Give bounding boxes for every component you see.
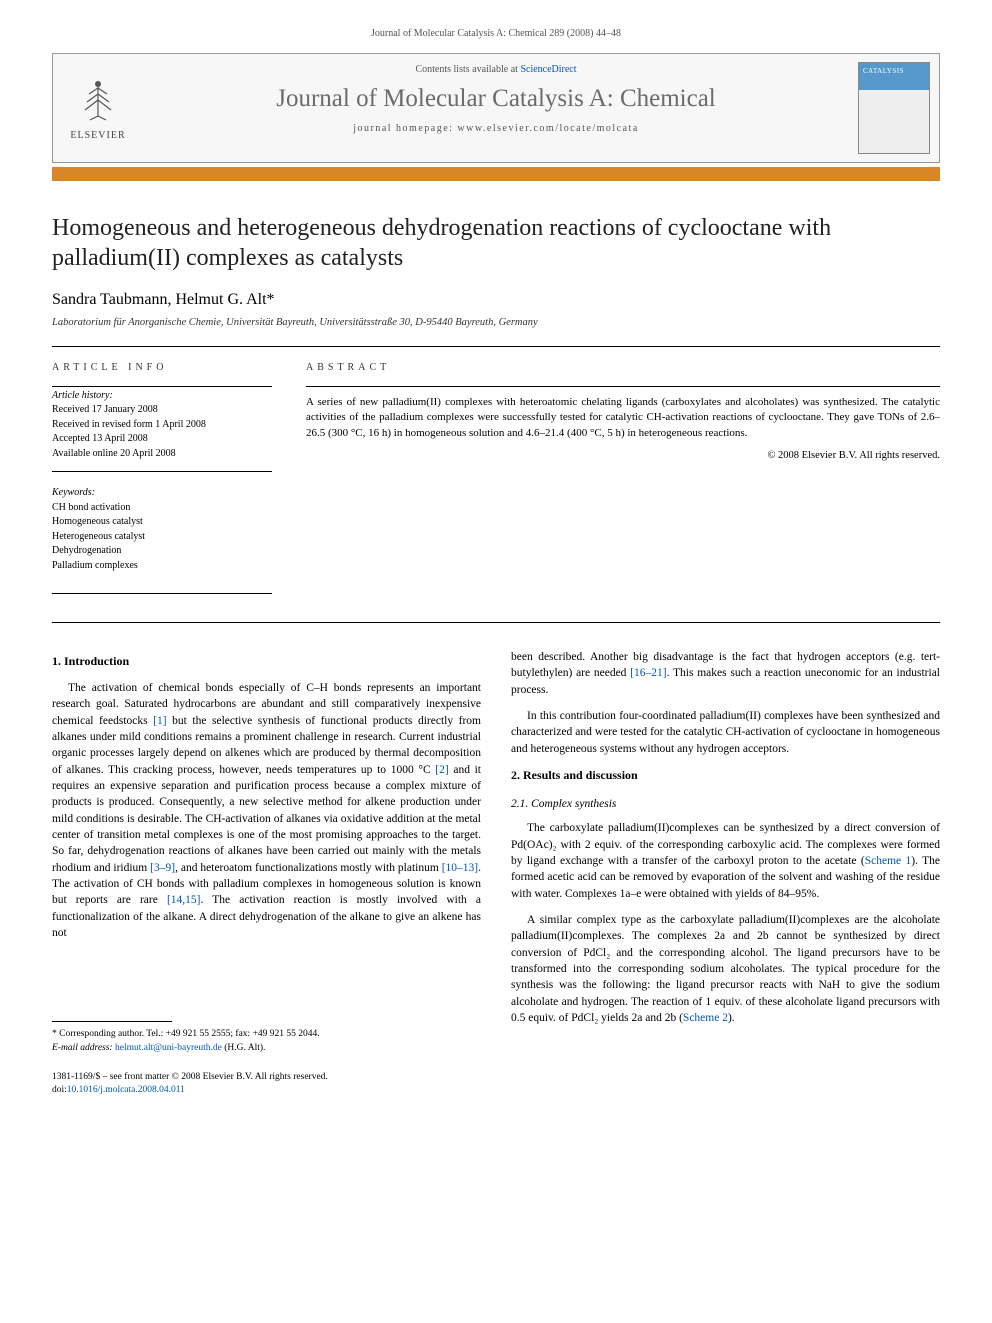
- sciencedirect-link[interactable]: ScienceDirect: [520, 64, 576, 75]
- keywords-label: Keywords:: [52, 486, 272, 501]
- running-header: Journal of Molecular Catalysis A: Chemic…: [52, 28, 940, 39]
- journal-cover-thumbnail: CATALYSIS: [858, 62, 930, 154]
- citation-link[interactable]: [16–21]: [630, 667, 666, 679]
- journal-masthead: ELSEVIER Contents lists available at Sci…: [52, 53, 940, 163]
- orange-accent-bar: [52, 167, 940, 181]
- divider: [306, 386, 940, 387]
- scheme-link[interactable]: Scheme 2: [683, 1012, 728, 1024]
- contents-available-line: Contents lists available at ScienceDirec…: [151, 64, 841, 75]
- citation-link[interactable]: [1]: [153, 715, 166, 727]
- body-paragraph: The carboxylate palladium(II)complexes c…: [511, 820, 940, 902]
- body-paragraph: been described. Another big disadvantage…: [511, 649, 940, 698]
- front-matter-footer: 1381-1169/$ – see front matter © 2008 El…: [52, 1071, 481, 1098]
- subsection-heading: 2.1. Complex synthesis: [511, 796, 940, 812]
- keyword: Heterogeneous catalyst: [52, 530, 272, 545]
- citation-link[interactable]: [2]: [435, 764, 448, 776]
- publisher-logo-box: ELSEVIER: [53, 54, 143, 162]
- citation-link[interactable]: [14,15]: [167, 894, 201, 906]
- history-label: Article history:: [52, 389, 272, 404]
- abstract-copyright: © 2008 Elsevier B.V. All rights reserved…: [306, 448, 940, 463]
- journal-cover-box: CATALYSIS: [849, 54, 939, 162]
- abstract-heading: ABSTRACT: [306, 361, 940, 376]
- history-item: Received 17 January 2008: [52, 403, 272, 418]
- body-column-left: 1. Introduction The activation of chemic…: [52, 649, 481, 1097]
- scheme-link[interactable]: Scheme 1: [865, 855, 912, 867]
- body-paragraph: A similar complex type as the carboxylat…: [511, 912, 940, 1026]
- abstract-text: A series of new palladium(II) complexes …: [306, 395, 940, 443]
- journal-homepage: journal homepage: www.elsevier.com/locat…: [151, 123, 841, 134]
- section-heading-introduction: 1. Introduction: [52, 653, 481, 670]
- keyword: CH bond activation: [52, 501, 272, 516]
- divider: [52, 471, 272, 472]
- article-info-heading: ARTICLE INFO: [52, 361, 272, 376]
- history-item: Accepted 13 April 2008: [52, 432, 272, 447]
- citation-link[interactable]: [3–9]: [150, 862, 175, 874]
- divider: [52, 386, 272, 387]
- body-paragraph: The activation of chemical bonds especia…: [52, 680, 481, 941]
- article-title: Homogeneous and heterogeneous dehydrogen…: [52, 213, 940, 273]
- publisher-name: ELSEVIER: [70, 130, 125, 141]
- abstract-column: ABSTRACT A series of new palladium(II) c…: [306, 361, 940, 573]
- article-info-column: ARTICLE INFO Article history: Received 1…: [52, 361, 272, 573]
- corresponding-author-footnote: * Corresponding author. Tel.: +49 921 55…: [52, 1028, 481, 1055]
- doi-link[interactable]: 10.1016/j.molcata.2008.04.011: [67, 1085, 185, 1095]
- keyword: Dehydrogenation: [52, 544, 272, 559]
- keyword: Palladium complexes: [52, 559, 272, 574]
- history-item: Received in revised form 1 April 2008: [52, 418, 272, 433]
- divider: [52, 622, 940, 623]
- affiliation: Laboratorium für Anorganische Chemie, Un…: [52, 317, 940, 328]
- email-link[interactable]: helmut.alt@uni-bayreuth.de: [115, 1043, 222, 1053]
- keyword: Homogeneous catalyst: [52, 515, 272, 530]
- history-item: Available online 20 April 2008: [52, 447, 272, 462]
- elsevier-tree-icon: [75, 76, 121, 122]
- authors: Sandra Taubmann, Helmut G. Alt*: [52, 291, 940, 309]
- body-paragraph: In this contribution four-coordinated pa…: [511, 708, 940, 757]
- citation-link[interactable]: [10–13]: [442, 862, 478, 874]
- section-heading-results: 2. Results and discussion: [511, 767, 940, 784]
- body-column-right: been described. Another big disadvantage…: [511, 649, 940, 1097]
- journal-title: Journal of Molecular Catalysis A: Chemic…: [151, 85, 841, 113]
- footnote-separator: [52, 1021, 172, 1022]
- divider-short: [52, 593, 272, 594]
